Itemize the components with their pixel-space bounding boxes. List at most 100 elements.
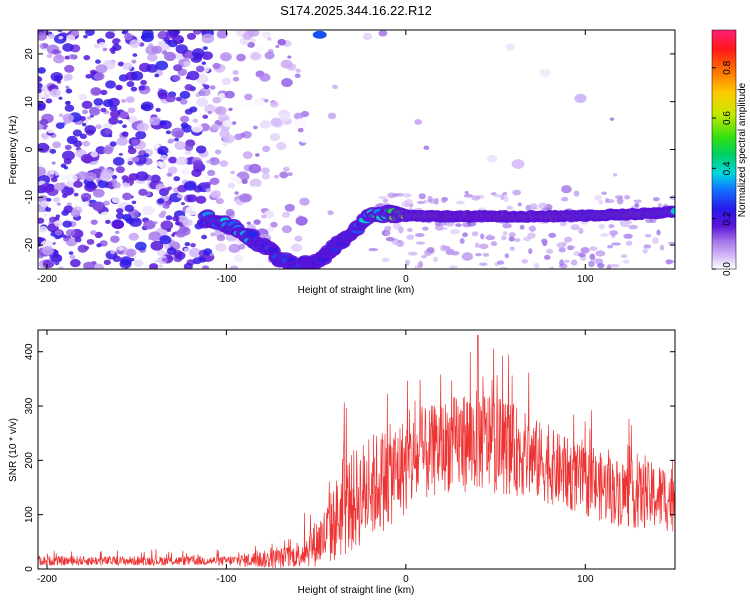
noise-blob	[385, 236, 395, 242]
noise-blob	[502, 223, 512, 229]
noise-blob	[112, 156, 125, 166]
noise-blob	[521, 259, 528, 264]
noise-blob	[186, 32, 197, 40]
noise-blob	[254, 264, 267, 269]
noise-blob	[249, 178, 262, 188]
noise-blob	[214, 149, 222, 155]
noise-blob	[185, 205, 198, 216]
noise-blob	[241, 179, 248, 185]
noise-blob	[68, 251, 74, 255]
noise-blob	[160, 220, 174, 231]
noise-blob	[59, 174, 68, 181]
y-tick-label: 200	[24, 452, 35, 469]
noise-blob	[501, 235, 507, 241]
noise-blob	[62, 43, 74, 52]
noise-blob	[61, 150, 75, 161]
noise-blob	[281, 225, 293, 234]
noise-blob	[508, 236, 515, 242]
noise-blob	[116, 208, 124, 214]
snr-axes: -200 -100 0 100 0 100 200 300 400	[24, 329, 676, 585]
noise-blob	[397, 239, 402, 244]
noise-blob	[609, 263, 620, 268]
noise-blob	[73, 192, 79, 197]
snr-ylabel: SNR (10 * v/v)	[8, 418, 19, 482]
noise-blob	[487, 154, 498, 163]
noise-blob	[135, 171, 149, 182]
colorbar-ticks: 0.0 0.2 0.4 0.6 0.8	[711, 29, 737, 276]
noise-blob	[381, 257, 390, 263]
noise-blob	[131, 156, 140, 163]
noise-blob	[497, 260, 505, 265]
y-tick-label: 0	[24, 566, 35, 572]
noise-blob	[174, 251, 186, 260]
noise-blob	[262, 31, 271, 39]
noise-blob	[539, 68, 551, 78]
colorbar-tick-label: 0.2	[722, 211, 733, 225]
noise-blob	[146, 53, 158, 62]
noise-blob	[65, 229, 76, 237]
noise-blob	[212, 62, 221, 70]
noise-blob	[270, 101, 279, 108]
y-tick-label: 20	[24, 48, 35, 60]
noise-blob	[63, 237, 69, 242]
noise-blob	[560, 196, 569, 202]
noise-blob	[247, 41, 255, 48]
noise-blob	[183, 181, 197, 191]
noise-blob	[104, 129, 112, 135]
noise-blob	[109, 105, 118, 112]
noise-blob	[179, 226, 184, 230]
noise-blob	[186, 194, 198, 203]
noise-blob	[176, 156, 188, 166]
noise-blob	[261, 167, 270, 174]
noise-blob	[378, 30, 388, 37]
noise-blob	[97, 179, 109, 189]
noise-blob	[111, 174, 118, 180]
noise-blob	[64, 55, 70, 60]
noise-blob	[135, 130, 147, 140]
noise-blob	[80, 192, 92, 202]
noise-blob	[291, 243, 303, 253]
noise-blob	[175, 96, 182, 102]
noise-blob	[159, 264, 163, 268]
noise-blob	[111, 196, 121, 204]
noise-blob	[50, 177, 58, 183]
noise-blob	[54, 220, 63, 227]
noise-blob	[517, 202, 522, 207]
noise-blob	[86, 238, 95, 245]
noise-blob	[478, 262, 488, 266]
noise-blob	[215, 197, 224, 205]
noise-blob	[267, 226, 274, 232]
noise-blob	[264, 51, 275, 60]
noise-blob	[259, 120, 271, 129]
noise-blob	[387, 192, 397, 199]
noise-blob	[122, 192, 132, 201]
noise-blob	[426, 247, 435, 253]
noise-blob	[627, 220, 633, 224]
noise-blob	[133, 259, 144, 267]
noise-blob	[295, 68, 301, 73]
noise-blob	[98, 41, 107, 49]
noise-blob	[642, 248, 648, 254]
noise-blob	[81, 109, 89, 115]
noise-blob	[294, 118, 307, 128]
noise-blob	[407, 251, 418, 256]
noise-blob	[174, 141, 186, 150]
noise-blob	[58, 96, 63, 100]
noise-blob	[51, 49, 60, 55]
noise-blob	[105, 80, 116, 89]
noise-blob	[38, 217, 45, 224]
noise-blob	[414, 119, 423, 125]
colorbar-label: Normalized spectral amplitude	[737, 82, 748, 217]
noise-blob	[146, 64, 158, 73]
noise-blob	[163, 36, 170, 43]
noise-blob	[166, 228, 172, 232]
noise-blob	[625, 240, 633, 246]
noise-blob	[38, 76, 43, 83]
noise-blob	[262, 145, 271, 152]
noise-blob	[463, 194, 474, 198]
y-tick-label: 300	[24, 397, 35, 414]
noise-blob	[277, 38, 286, 46]
noise-blob	[46, 125, 57, 134]
noise-blob	[633, 199, 642, 203]
